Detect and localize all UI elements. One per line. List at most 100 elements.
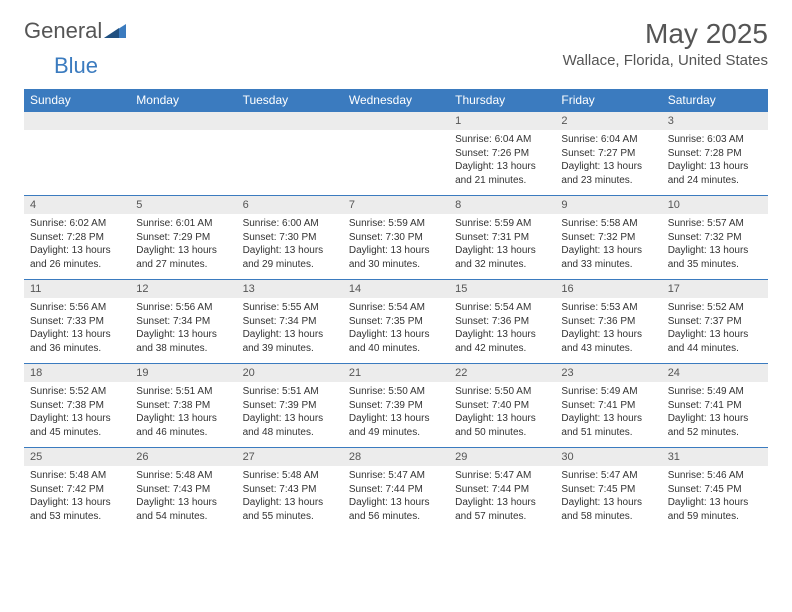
day-number [343, 112, 449, 130]
day-number: 30 [555, 448, 661, 466]
sunrise-line: Sunrise: 5:48 AM [30, 469, 124, 483]
daylight-line: Daylight: 13 hours and 48 minutes. [243, 412, 337, 439]
day-number: 1 [449, 112, 555, 130]
day-cell: 7Sunrise: 5:59 AMSunset: 7:30 PMDaylight… [343, 196, 449, 280]
day-cell: 23Sunrise: 5:49 AMSunset: 7:41 PMDayligh… [555, 364, 661, 448]
day-details: Sunrise: 5:51 AMSunset: 7:38 PMDaylight:… [130, 382, 236, 447]
day-number: 24 [662, 364, 768, 382]
day-number: 28 [343, 448, 449, 466]
day-cell [343, 112, 449, 196]
day-details: Sunrise: 5:49 AMSunset: 7:41 PMDaylight:… [555, 382, 661, 447]
day-cell: 26Sunrise: 5:48 AMSunset: 7:43 PMDayligh… [130, 448, 236, 532]
title-block: May 2025 Wallace, Florida, United States [563, 18, 768, 69]
sunrise-line: Sunrise: 5:50 AM [455, 385, 549, 399]
sunrise-line: Sunrise: 5:56 AM [136, 301, 230, 315]
brand-text-2: Blue [54, 53, 98, 79]
sunrise-line: Sunrise: 6:02 AM [30, 217, 124, 231]
day-number: 26 [130, 448, 236, 466]
day-details: Sunrise: 6:01 AMSunset: 7:29 PMDaylight:… [130, 214, 236, 279]
day-number: 18 [24, 364, 130, 382]
day-number: 27 [237, 448, 343, 466]
col-sat: Saturday [662, 89, 768, 112]
sunset-line: Sunset: 7:32 PM [561, 231, 655, 245]
day-details: Sunrise: 5:51 AMSunset: 7:39 PMDaylight:… [237, 382, 343, 447]
sunset-line: Sunset: 7:30 PM [349, 231, 443, 245]
sunrise-line: Sunrise: 5:47 AM [455, 469, 549, 483]
day-cell: 22Sunrise: 5:50 AMSunset: 7:40 PMDayligh… [449, 364, 555, 448]
day-number: 13 [237, 280, 343, 298]
day-number: 2 [555, 112, 661, 130]
sunrise-line: Sunrise: 5:58 AM [561, 217, 655, 231]
day-details: Sunrise: 6:02 AMSunset: 7:28 PMDaylight:… [24, 214, 130, 279]
day-details [343, 130, 449, 180]
sunset-line: Sunset: 7:39 PM [349, 399, 443, 413]
day-number: 21 [343, 364, 449, 382]
sunrise-line: Sunrise: 5:49 AM [668, 385, 762, 399]
daylight-line: Daylight: 13 hours and 49 minutes. [349, 412, 443, 439]
day-details: Sunrise: 5:48 AMSunset: 7:43 PMDaylight:… [237, 466, 343, 531]
sunset-line: Sunset: 7:44 PM [455, 483, 549, 497]
daylight-line: Daylight: 13 hours and 30 minutes. [349, 244, 443, 271]
daylight-line: Daylight: 13 hours and 26 minutes. [30, 244, 124, 271]
sunrise-line: Sunrise: 5:52 AM [30, 385, 124, 399]
day-cell: 10Sunrise: 5:57 AMSunset: 7:32 PMDayligh… [662, 196, 768, 280]
daylight-line: Daylight: 13 hours and 46 minutes. [136, 412, 230, 439]
day-cell: 8Sunrise: 5:59 AMSunset: 7:31 PMDaylight… [449, 196, 555, 280]
sunrise-line: Sunrise: 5:51 AM [136, 385, 230, 399]
daylight-line: Daylight: 13 hours and 53 minutes. [30, 496, 124, 523]
sunrise-line: Sunrise: 5:57 AM [668, 217, 762, 231]
sunset-line: Sunset: 7:36 PM [561, 315, 655, 329]
day-number: 3 [662, 112, 768, 130]
day-details [24, 130, 130, 180]
daylight-line: Daylight: 13 hours and 58 minutes. [561, 496, 655, 523]
sunset-line: Sunset: 7:32 PM [668, 231, 762, 245]
sunset-line: Sunset: 7:33 PM [30, 315, 124, 329]
day-details: Sunrise: 5:55 AMSunset: 7:34 PMDaylight:… [237, 298, 343, 363]
day-cell: 17Sunrise: 5:52 AMSunset: 7:37 PMDayligh… [662, 280, 768, 364]
day-details: Sunrise: 5:48 AMSunset: 7:43 PMDaylight:… [130, 466, 236, 531]
daylight-line: Daylight: 13 hours and 29 minutes. [243, 244, 337, 271]
daylight-line: Daylight: 13 hours and 45 minutes. [30, 412, 124, 439]
daylight-line: Daylight: 13 hours and 55 minutes. [243, 496, 337, 523]
location-text: Wallace, Florida, United States [563, 52, 768, 69]
sunrise-line: Sunrise: 5:47 AM [561, 469, 655, 483]
col-mon: Monday [130, 89, 236, 112]
day-details: Sunrise: 5:53 AMSunset: 7:36 PMDaylight:… [555, 298, 661, 363]
weekday-header-row: Sunday Monday Tuesday Wednesday Thursday… [24, 89, 768, 112]
day-number: 16 [555, 280, 661, 298]
sunrise-line: Sunrise: 5:54 AM [455, 301, 549, 315]
day-number: 4 [24, 196, 130, 214]
day-details: Sunrise: 5:59 AMSunset: 7:31 PMDaylight:… [449, 214, 555, 279]
brand-text-1: General [24, 18, 102, 44]
daylight-line: Daylight: 13 hours and 52 minutes. [668, 412, 762, 439]
day-details: Sunrise: 5:58 AMSunset: 7:32 PMDaylight:… [555, 214, 661, 279]
day-number: 14 [343, 280, 449, 298]
day-cell: 5Sunrise: 6:01 AMSunset: 7:29 PMDaylight… [130, 196, 236, 280]
sunset-line: Sunset: 7:34 PM [243, 315, 337, 329]
calendar-page: General May 2025 Wallace, Florida, Unite… [0, 0, 792, 549]
day-cell: 19Sunrise: 5:51 AMSunset: 7:38 PMDayligh… [130, 364, 236, 448]
day-details: Sunrise: 5:52 AMSunset: 7:38 PMDaylight:… [24, 382, 130, 447]
col-sun: Sunday [24, 89, 130, 112]
sunrise-line: Sunrise: 5:47 AM [349, 469, 443, 483]
sunset-line: Sunset: 7:30 PM [243, 231, 337, 245]
day-number: 7 [343, 196, 449, 214]
sunrise-line: Sunrise: 6:04 AM [455, 133, 549, 147]
day-cell: 14Sunrise: 5:54 AMSunset: 7:35 PMDayligh… [343, 280, 449, 364]
day-number: 31 [662, 448, 768, 466]
daylight-line: Daylight: 13 hours and 57 minutes. [455, 496, 549, 523]
day-cell: 11Sunrise: 5:56 AMSunset: 7:33 PMDayligh… [24, 280, 130, 364]
sunrise-line: Sunrise: 5:52 AM [668, 301, 762, 315]
day-cell: 6Sunrise: 6:00 AMSunset: 7:30 PMDaylight… [237, 196, 343, 280]
daylight-line: Daylight: 13 hours and 42 minutes. [455, 328, 549, 355]
day-number: 19 [130, 364, 236, 382]
sunset-line: Sunset: 7:38 PM [30, 399, 124, 413]
day-number: 5 [130, 196, 236, 214]
daylight-line: Daylight: 13 hours and 44 minutes. [668, 328, 762, 355]
day-cell: 1Sunrise: 6:04 AMSunset: 7:26 PMDaylight… [449, 112, 555, 196]
day-cell: 28Sunrise: 5:47 AMSunset: 7:44 PMDayligh… [343, 448, 449, 532]
sunset-line: Sunset: 7:43 PM [243, 483, 337, 497]
sunrise-line: Sunrise: 5:51 AM [243, 385, 337, 399]
sunrise-line: Sunrise: 6:01 AM [136, 217, 230, 231]
sunrise-line: Sunrise: 5:54 AM [349, 301, 443, 315]
